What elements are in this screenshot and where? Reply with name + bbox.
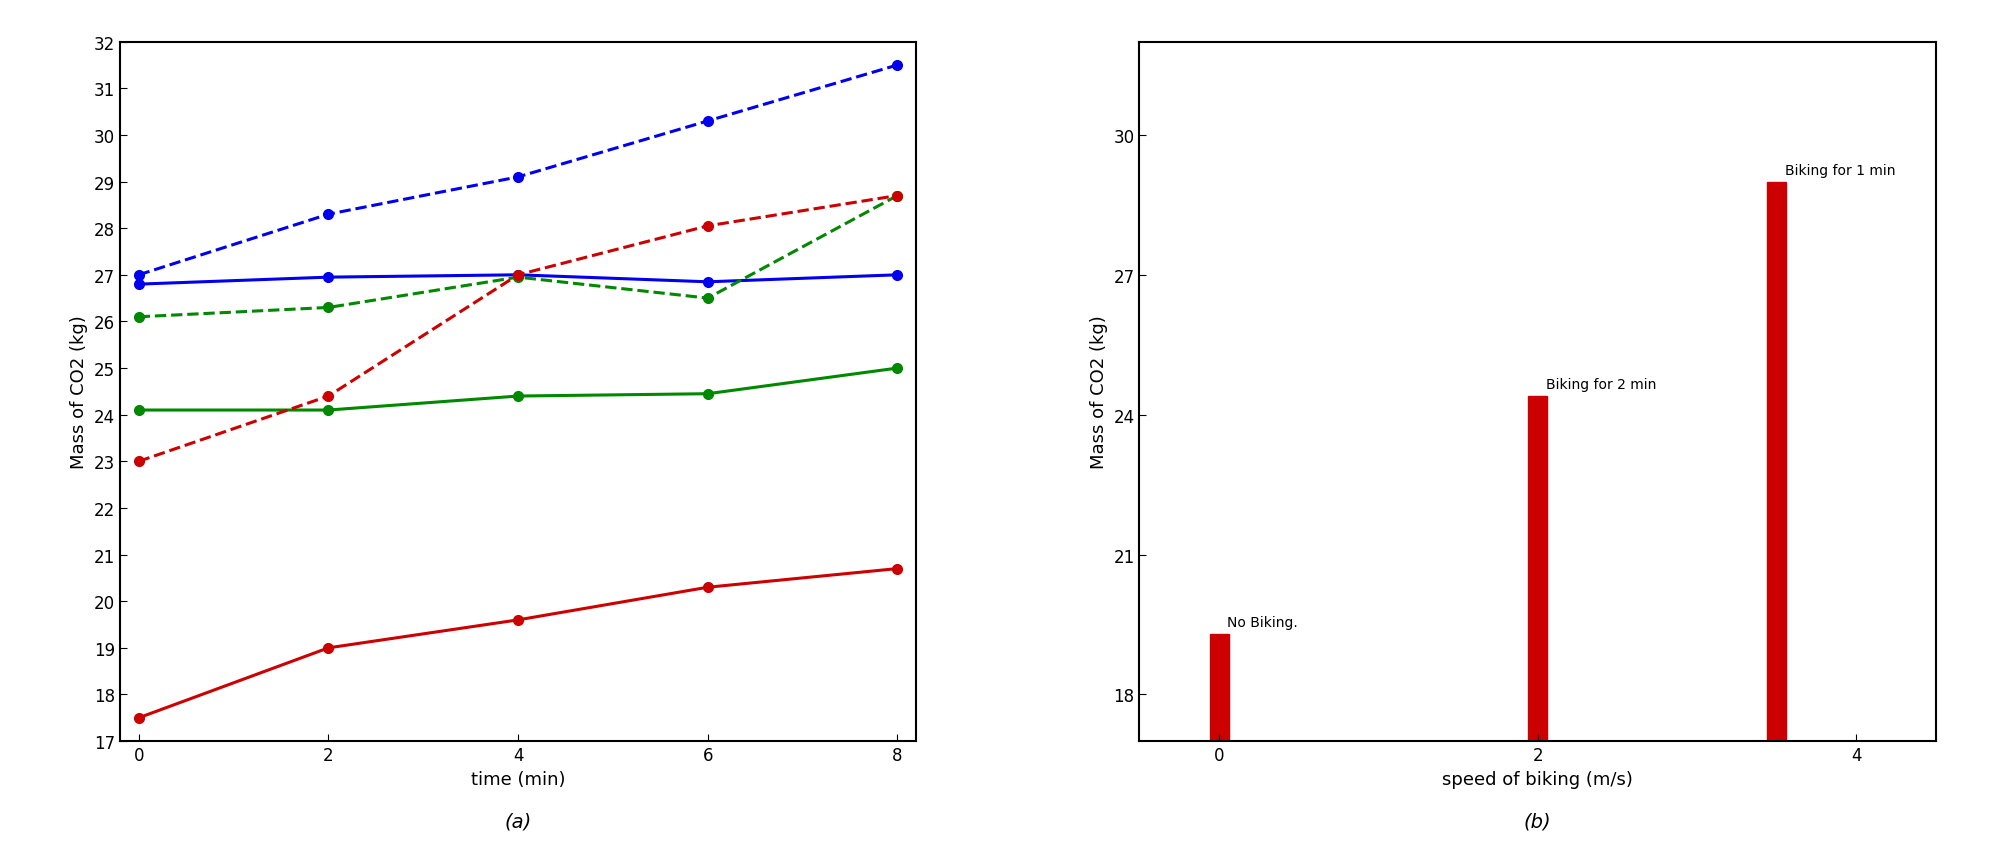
- Bar: [1210, 634, 1230, 852]
- Text: Biking for 2 min: Biking for 2 min: [1545, 378, 1657, 392]
- Y-axis label: Mass of CO2 (kg): Mass of CO2 (kg): [70, 315, 88, 469]
- Text: Biking for 1 min: Biking for 1 min: [1784, 164, 1896, 178]
- Y-axis label: Mass of CO2 (kg): Mass of CO2 (kg): [1090, 315, 1108, 469]
- X-axis label: speed of biking (m/s): speed of biking (m/s): [1443, 769, 1633, 787]
- X-axis label: time (min): time (min): [471, 769, 565, 787]
- Text: No Biking.: No Biking.: [1228, 615, 1297, 630]
- Bar: [1529, 396, 1547, 852]
- Text: (b): (b): [1525, 811, 1551, 830]
- Text: (a): (a): [505, 811, 531, 830]
- Bar: [1766, 182, 1786, 852]
